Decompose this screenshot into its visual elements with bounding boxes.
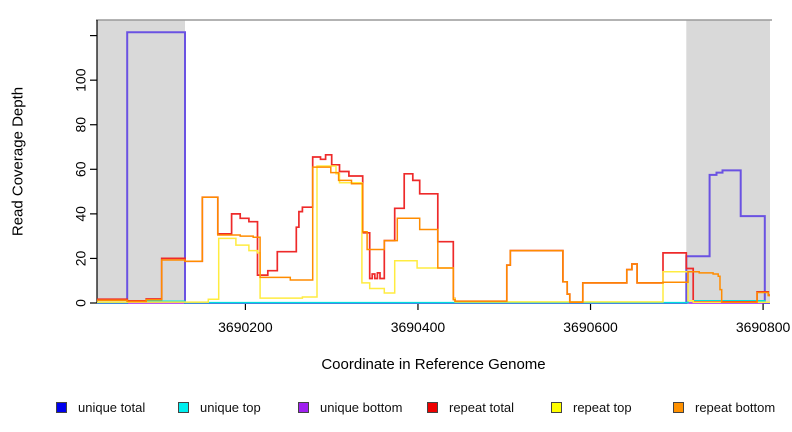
x-tick-label: 3690400 — [391, 319, 446, 335]
unique-top-swatch-icon — [178, 401, 189, 413]
x-tick-label: 3690800 — [736, 319, 791, 335]
series-repeat-bottom — [97, 166, 770, 304]
repeat-total-swatch-icon — [427, 401, 438, 413]
y-axis-label: Read Coverage Depth — [9, 86, 27, 237]
legend-item-repeat-top: repeat top — [551, 398, 632, 416]
legend-item-unique-bottom: unique bottom — [298, 398, 402, 416]
legend-label: repeat top — [573, 399, 632, 415]
legend-item-repeat-bottom: repeat bottom — [673, 398, 775, 416]
repeat-bottom-swatch-icon — [673, 401, 684, 413]
legend-item-unique-total: unique total — [56, 398, 145, 416]
y-tick-label: 0 — [73, 299, 89, 307]
legend-label: unique top — [200, 399, 261, 415]
legend-label: repeat bottom — [695, 399, 776, 415]
shaded-region — [97, 20, 186, 303]
legend-label: repeat total — [449, 399, 515, 415]
legend-item-repeat-total: repeat total — [427, 398, 514, 416]
y-tick-label: 20 — [73, 250, 89, 266]
chart-legend: unique total unique top unique bottom re… — [0, 398, 792, 420]
series-unique-total — [97, 31, 770, 304]
legend-label: unique total — [78, 399, 146, 415]
unique-total-swatch-icon — [56, 401, 67, 413]
y-tick-label: 60 — [73, 161, 89, 177]
x-tick-label: 3690200 — [218, 319, 273, 335]
series-repeat-total — [97, 153, 770, 303]
legend-item-unique-top: unique top — [178, 398, 261, 416]
unique-bottom-swatch-icon — [298, 401, 309, 413]
legend-label: unique bottom — [320, 399, 403, 415]
y-tick-label: 100 — [73, 68, 89, 92]
repeat-top-swatch-icon — [551, 401, 562, 413]
shaded-region — [686, 20, 770, 303]
y-tick-label: 80 — [73, 117, 89, 133]
y-tick-label: 40 — [73, 206, 89, 222]
coverage-chart: 0 20 40 60 80 100 3690200 3690400 3690600 3690800 — [73, 19, 791, 335]
x-tick-label: 3690600 — [563, 319, 618, 335]
x-axis-label: Coordinate in Reference Genome — [321, 356, 546, 373]
